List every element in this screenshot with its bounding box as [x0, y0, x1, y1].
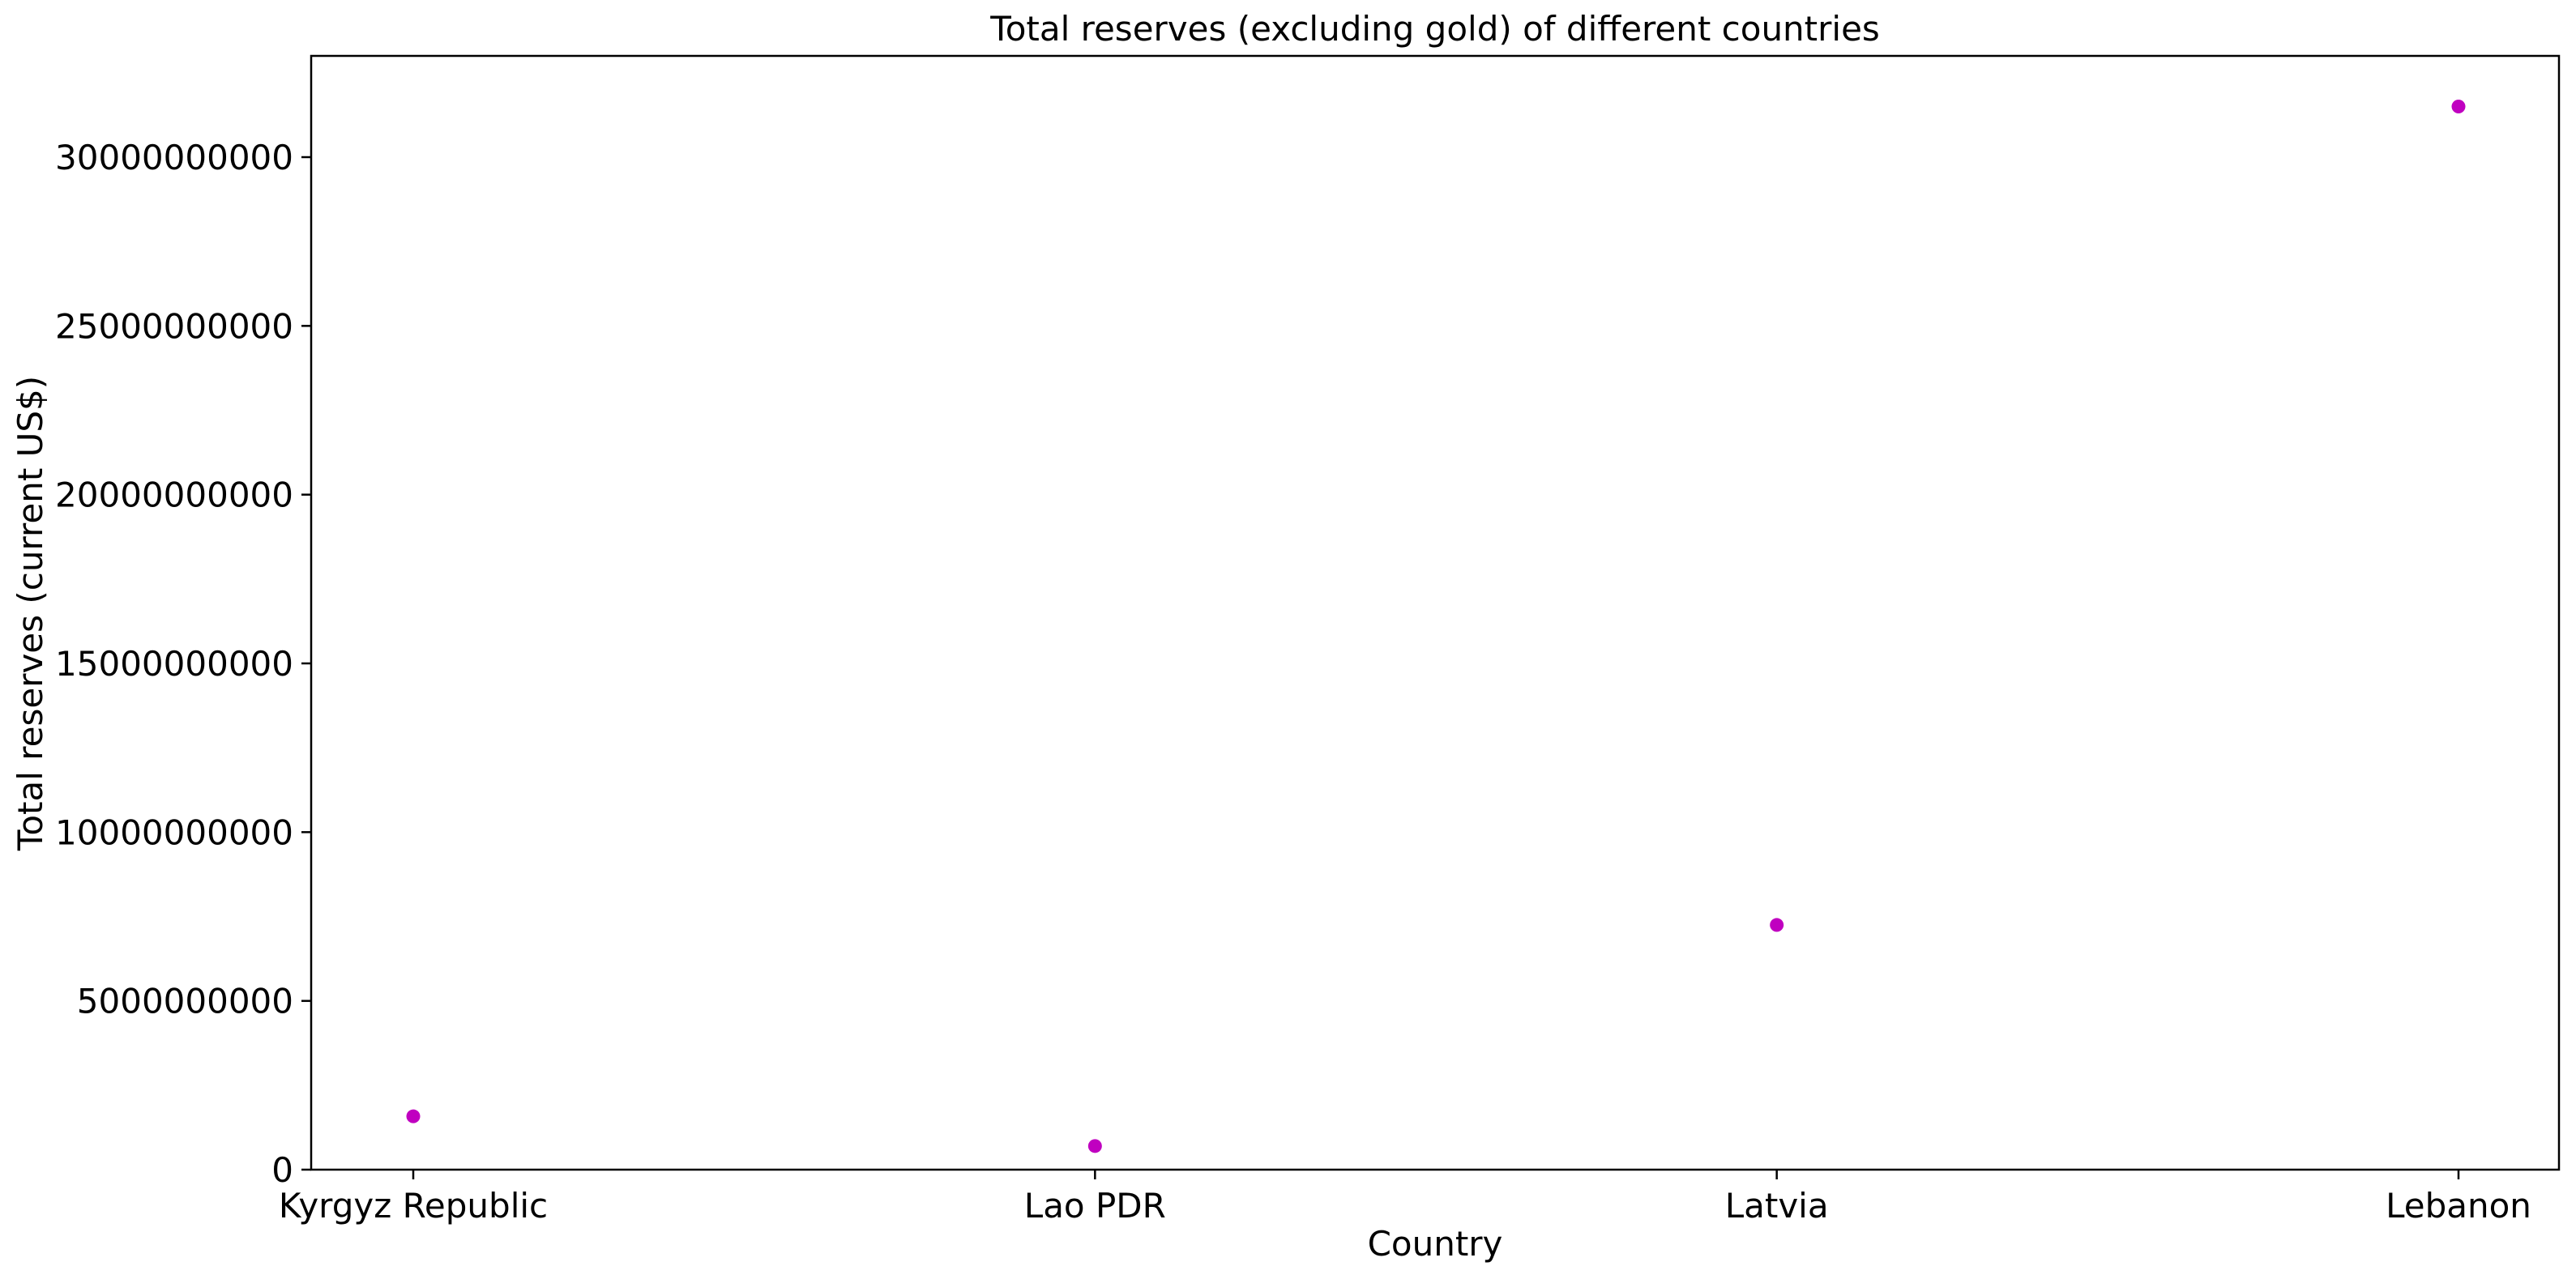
y-tick-label: 15000000000: [55, 644, 293, 684]
y-tick-label: 30000000000: [55, 138, 293, 177]
x-tick-label: Latvia: [1725, 1186, 1829, 1226]
y-axis-label: Total reserves (current US$): [11, 376, 50, 851]
x-tick-label: Kyrgyz Republic: [279, 1186, 548, 1226]
y-tick-label: 0: [271, 1150, 293, 1190]
data-point: [1087, 1139, 1102, 1153]
x-axis-label: Country: [1368, 1224, 1503, 1264]
y-tick-label: 20000000000: [55, 475, 293, 515]
x-tick-label: Lebanon: [2386, 1186, 2531, 1226]
x-axis-ticks: Kyrgyz Republic Lao PDR Latvia Lebanon: [279, 1170, 2531, 1226]
data-point: [2451, 100, 2466, 113]
data-point: [406, 1109, 421, 1123]
y-tick-label: 25000000000: [55, 306, 293, 346]
y-axis-ticks: 0 5000000000 10000000000 15000000000 2000000…: [55, 138, 311, 1190]
plot-frame: [310, 54, 2561, 1171]
data-point: [1770, 918, 1784, 932]
data-points: [406, 100, 2466, 1153]
y-tick-label: 10000000000: [55, 812, 293, 852]
x-tick-label: Lao PDR: [1024, 1186, 1166, 1226]
y-tick-label: 5000000000: [77, 982, 293, 1021]
chart-title: Total reserves (excluding gold) of diffe…: [989, 9, 1880, 49]
